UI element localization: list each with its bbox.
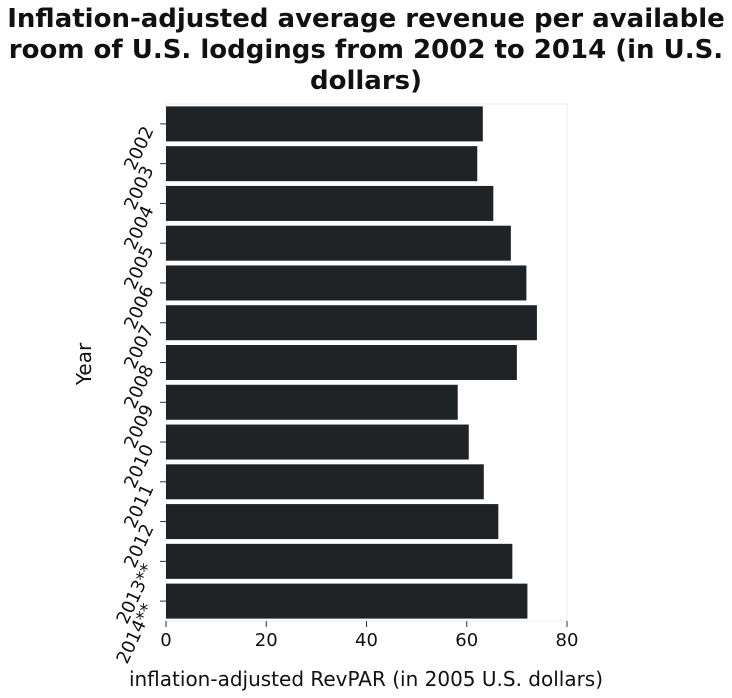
x-tick-label: 20 [255,630,278,651]
x-axis: 0 20 40 60 80 [160,621,578,651]
y-axis-title: Year [72,342,96,386]
x-axis-title: inflation-adjusted RevPAR (in 2005 U.S. … [129,667,603,691]
x-tick-label: 60 [455,630,478,651]
bars-group [166,106,537,619]
bar-2010 [166,424,469,460]
bar-2005 [166,225,511,261]
bar-2006 [166,265,527,301]
bar-2008 [166,345,517,380]
chart-title: Inflation-adjusted average revenue per a… [7,4,725,96]
x-tick-label: 80 [556,630,579,651]
x-tick-label: 0 [160,630,171,651]
x-tick-label: 40 [355,630,378,651]
bar-2012 [166,504,499,540]
bar-2011 [166,464,484,500]
bar-2003 [166,146,478,182]
bar-2004 [166,185,494,221]
y-axis: 2002200320042005200620072008200920102011… [113,123,166,667]
bar-2013 [166,543,513,579]
bar-2007 [166,305,537,341]
bar-2014 [166,583,528,619]
bar-2002 [166,106,483,142]
bar-2009 [166,384,458,420]
